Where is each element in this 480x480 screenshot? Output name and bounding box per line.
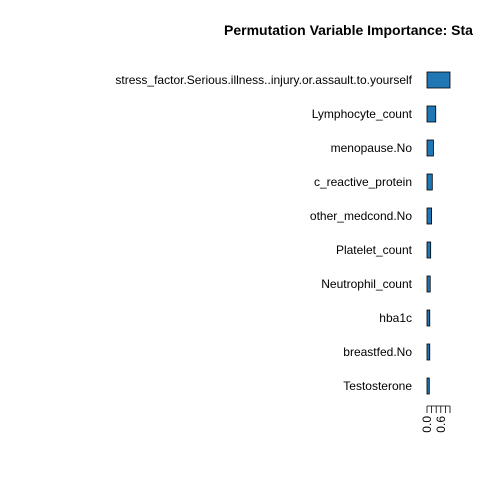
bar-4 — [426, 207, 432, 225]
category-label-6: Neutrophil_count — [321, 277, 412, 291]
category-label-0: stress_factor.Serious.illness..injury.or… — [115, 73, 412, 87]
bar-7 — [426, 309, 431, 327]
bar-0 — [426, 71, 451, 89]
category-label-8: breastfed.No — [343, 345, 412, 359]
bar-6 — [426, 275, 431, 293]
bar-3 — [426, 173, 433, 191]
x-tick-label-0: 0.0 — [420, 416, 434, 433]
category-label-5: Platelet_count — [336, 243, 413, 257]
category-labels: stress_factor.Serious.illness..injury.or… — [115, 73, 412, 393]
category-label-4: other_medcond.No — [310, 209, 412, 223]
bar-2 — [426, 139, 434, 157]
bars-layer — [426, 71, 451, 395]
category-label-9: Testosterone — [343, 379, 412, 393]
category-label-2: menopause.No — [331, 141, 413, 155]
bar-5 — [426, 241, 432, 259]
bar-1 — [426, 105, 437, 123]
x-axis: 0.0 0.6 — [420, 405, 451, 433]
category-label-1: Lymphocyte_count — [312, 107, 413, 121]
x-tick-label-1: 0.6 — [434, 416, 448, 433]
category-label-7: hba1c — [379, 311, 412, 325]
chart-title: Permutation Variable Importance: Sta — [224, 22, 473, 38]
category-label-3: c_reactive_protein — [314, 175, 412, 189]
bar-9 — [426, 377, 430, 395]
bar-8 — [426, 343, 431, 361]
